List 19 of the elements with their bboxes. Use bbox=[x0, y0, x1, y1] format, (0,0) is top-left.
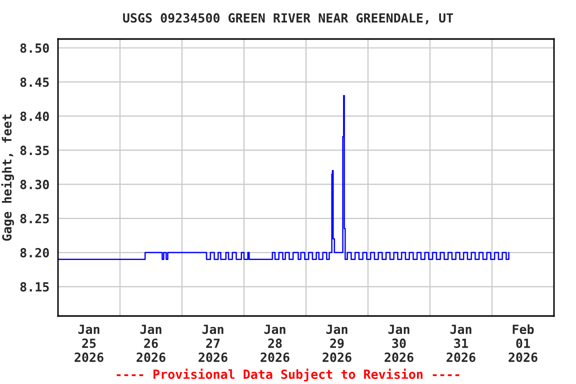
y-tick-label: 8.35 bbox=[20, 146, 49, 156]
y-tick-label: 8.40 bbox=[20, 112, 49, 122]
y-tick-label: 8.45 bbox=[20, 77, 49, 87]
y-axis-title: Gage height, feet bbox=[1, 114, 14, 241]
y-tick-label: 8.30 bbox=[20, 180, 49, 190]
x-tick-label: Jan 26 2026 bbox=[136, 324, 166, 362]
y-tick-label: 8.20 bbox=[20, 248, 49, 258]
x-tick-label: Jan 29 2026 bbox=[322, 324, 352, 362]
x-tick-label: Jan 30 2026 bbox=[384, 324, 414, 362]
y-tick-label: 8.50 bbox=[20, 43, 49, 53]
x-tick-label: Feb 01 2026 bbox=[508, 324, 538, 362]
y-tick-label: 8.15 bbox=[20, 282, 49, 292]
x-tick-label: Jan 28 2026 bbox=[260, 324, 290, 362]
x-tick-label: Jan 25 2026 bbox=[74, 324, 104, 362]
text: ---- Provisional Data Subject to Revision ---- bbox=[116, 368, 460, 382]
x-tick-label: Jan 31 2026 bbox=[446, 324, 476, 362]
chart-title: USGS 09234500 GREEN RIVER NEAR GREENDALE, UT bbox=[123, 13, 454, 24]
y-tick-label: 8.25 bbox=[20, 214, 49, 224]
x-tick-label: Jan 27 2026 bbox=[198, 324, 228, 362]
